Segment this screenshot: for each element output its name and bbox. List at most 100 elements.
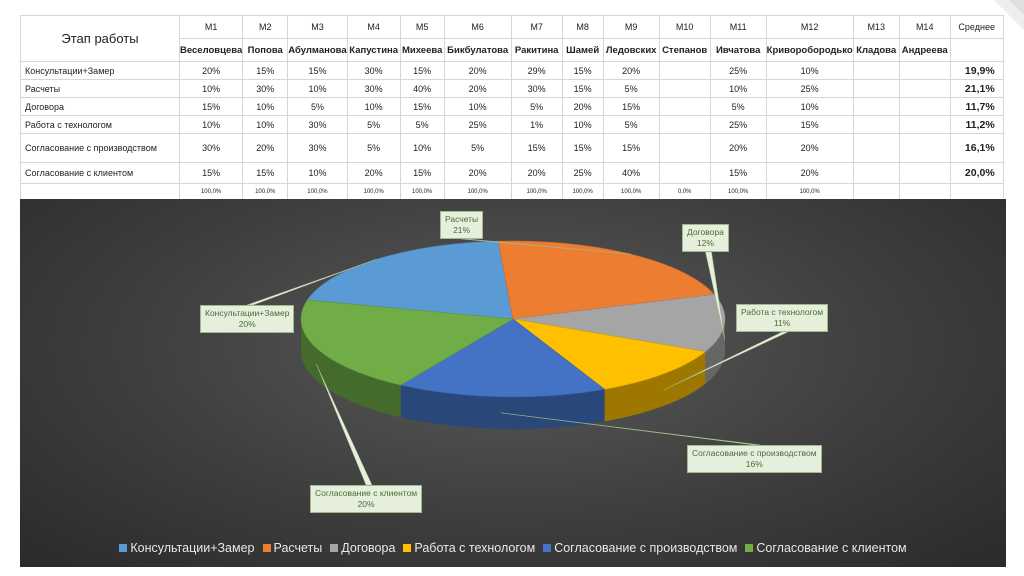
column-code: M6: [443, 15, 512, 39]
average-header: Среднее: [949, 15, 1004, 39]
pie-slice: [497, 240, 715, 320]
average-value: 16,1%: [949, 133, 1004, 163]
column-name: Ивчатова: [709, 38, 767, 62]
legend-label: Согласование с производством: [554, 541, 738, 555]
table-row: Согласование с клиентом 15% 15% 10% 20% 15% 20…: [20, 162, 1004, 184]
table-cell: 20%: [510, 162, 563, 184]
pie-slice: [300, 299, 514, 386]
stage-label: Согласование с производством: [20, 133, 180, 163]
corner-decoration: [994, 0, 1024, 30]
legend-item: Договора: [330, 541, 395, 555]
table-cell: 15%: [399, 97, 445, 116]
table-cell: 30%: [346, 79, 401, 98]
column-code: M5: [399, 15, 445, 39]
table-cell: 10%: [765, 97, 854, 116]
column-code: M1: [178, 15, 244, 39]
column-code: M7: [510, 15, 563, 39]
table-cell: 15%: [399, 61, 445, 80]
table-cell: 5%: [602, 115, 660, 134]
table-cell: [658, 115, 711, 134]
table-cell: 29%: [510, 61, 563, 80]
legend-label: Консультации+Замер: [130, 541, 255, 555]
chart-panel: Расчеты 21% Договора 12% Работа с технологом…: [20, 199, 1006, 567]
table-cell: 20%: [443, 61, 512, 80]
table-cell: [658, 61, 711, 80]
total-cell: 100,0%: [602, 183, 660, 201]
total-cell: 100,0%: [399, 183, 445, 201]
table-cell: [898, 162, 951, 184]
column-name: Шамей: [561, 38, 604, 62]
table-cell: 10%: [242, 115, 289, 134]
table-cell: 10%: [346, 97, 401, 116]
pie-slice-side: [301, 319, 401, 418]
chart-legend: Консультации+Замер Расчеты Договора Работа …: [20, 541, 1006, 555]
table-cell: 20%: [709, 133, 767, 163]
table-cell: [852, 61, 900, 80]
table-cell: [898, 61, 951, 80]
column-code: M2: [242, 15, 289, 39]
table-cell: 20%: [765, 162, 854, 184]
column-name: Кладова: [852, 38, 900, 62]
column-name: Абулманова: [287, 38, 348, 62]
table-cell: [658, 97, 711, 116]
pie-slice-side: [400, 385, 605, 429]
table-row: Расчеты 10% 30% 10% 30% 40% 20% 30% 15% 5% 10% 25% 2…: [20, 79, 1004, 98]
table-cell: 10%: [709, 79, 767, 98]
totals-label: [20, 183, 180, 201]
legend-item: Согласование с клиентом: [745, 541, 907, 555]
table-cell: [658, 162, 711, 184]
table-cell: 20%: [443, 162, 512, 184]
pie-data-label: Расчеты 21%: [440, 211, 484, 239]
pie-leader-line: [501, 412, 761, 446]
table-cell: 15%: [178, 97, 244, 116]
pie-data-label: Работа с технологом 11%: [736, 304, 829, 332]
legend-swatch: [262, 544, 271, 552]
legend-swatch: [330, 544, 339, 552]
table-cell: 15%: [399, 162, 445, 184]
column-name: Ракитина: [510, 38, 563, 62]
column-code: M13: [852, 15, 900, 39]
column-code: M8: [561, 15, 604, 39]
table-cell: 10%: [178, 79, 244, 98]
table-cell: 25%: [709, 115, 767, 134]
average-value: 20,0%: [949, 162, 1004, 184]
column-name: Капустина: [346, 38, 401, 62]
pie-slice: [512, 318, 707, 390]
table-cell: 10%: [242, 97, 289, 116]
table-cell: [898, 97, 951, 116]
table-cell: [658, 79, 711, 98]
pie-leader-line: [705, 251, 725, 340]
table-row: Работа с технологом 10% 10% 30% 5% 5% 25% 1% 10%…: [20, 115, 1004, 134]
average-header-blank: [949, 38, 1004, 62]
total-cell: 100,0%: [346, 183, 401, 201]
pie-chart: [246, 238, 789, 486]
table-cell: 25%: [561, 162, 604, 184]
table-cell: [852, 79, 900, 98]
table-cell: [658, 133, 711, 163]
legend-label: Работа с технологом: [414, 541, 536, 555]
data-table: Этап работы M1 M2 M3 M4 M5 M6 M7 M8 M9 M10 M11 M12 M1…: [20, 15, 1004, 201]
table-cell: 20%: [346, 162, 401, 184]
table-cell: 20%: [242, 133, 289, 163]
table-cell: [852, 115, 900, 134]
table-cell: 15%: [709, 162, 767, 184]
average-value: 11,7%: [949, 97, 1004, 116]
legend-swatch: [403, 544, 412, 552]
total-cell: 0,0%: [658, 183, 711, 201]
table-cell: 15%: [765, 115, 854, 134]
pie-data-label-name: Работа с технологом: [741, 307, 824, 317]
table-cell: 15%: [561, 133, 604, 163]
legend-item: Работа с технологом: [403, 541, 535, 555]
table-cell: [898, 79, 951, 98]
table-cell: 20%: [178, 61, 244, 80]
table-cell: 5%: [287, 97, 348, 116]
table-cell: 20%: [602, 61, 660, 80]
column-code: M10: [658, 15, 711, 39]
table-cell: 30%: [287, 133, 348, 163]
table-cell: 15%: [561, 61, 604, 80]
table-cell: 15%: [178, 162, 244, 184]
pie-leader-line: [461, 238, 631, 255]
table-cell: 5%: [709, 97, 767, 116]
table-cell: 10%: [399, 133, 445, 163]
table-cell: 10%: [287, 162, 348, 184]
